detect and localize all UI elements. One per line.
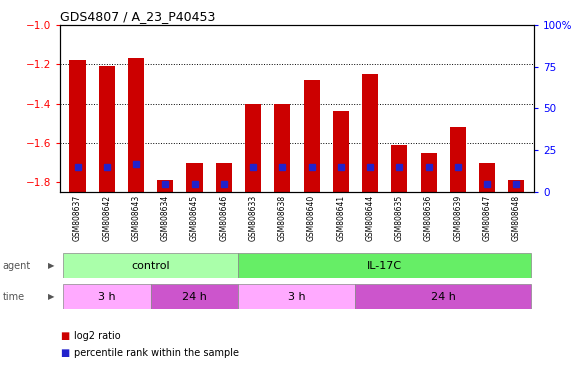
Bar [216,162,232,192]
Text: 24 h: 24 h [182,291,207,302]
Bar [239,253,531,278]
Text: percentile rank within the sample: percentile rank within the sample [74,348,239,358]
Bar [391,145,407,192]
Text: time: time [3,291,25,302]
Bar [333,111,349,192]
Text: ■: ■ [60,348,69,358]
Text: 3 h: 3 h [288,291,305,302]
Text: 3 h: 3 h [98,291,115,302]
Bar [151,284,239,309]
Text: ▶: ▶ [48,292,55,301]
Bar [508,180,524,192]
Text: log2 ratio: log2 ratio [74,331,121,341]
Bar [450,127,466,192]
Text: control: control [131,261,170,271]
Bar [274,104,290,192]
Bar [479,162,495,192]
Text: ■: ■ [60,331,69,341]
Bar [187,162,203,192]
Text: agent: agent [3,261,31,271]
Bar [99,66,115,192]
Bar [70,60,86,192]
Bar [420,153,437,192]
Text: IL-17C: IL-17C [367,261,402,271]
Bar [157,180,174,192]
Bar [355,284,531,309]
Bar [245,104,261,192]
Bar [63,284,151,309]
Bar [128,58,144,192]
Bar [63,253,239,278]
Bar [304,80,320,192]
Bar [239,284,355,309]
Text: GDS4807 / A_23_P40453: GDS4807 / A_23_P40453 [60,10,215,23]
Text: 24 h: 24 h [431,291,456,302]
Text: ▶: ▶ [48,262,55,270]
Bar [362,74,378,192]
